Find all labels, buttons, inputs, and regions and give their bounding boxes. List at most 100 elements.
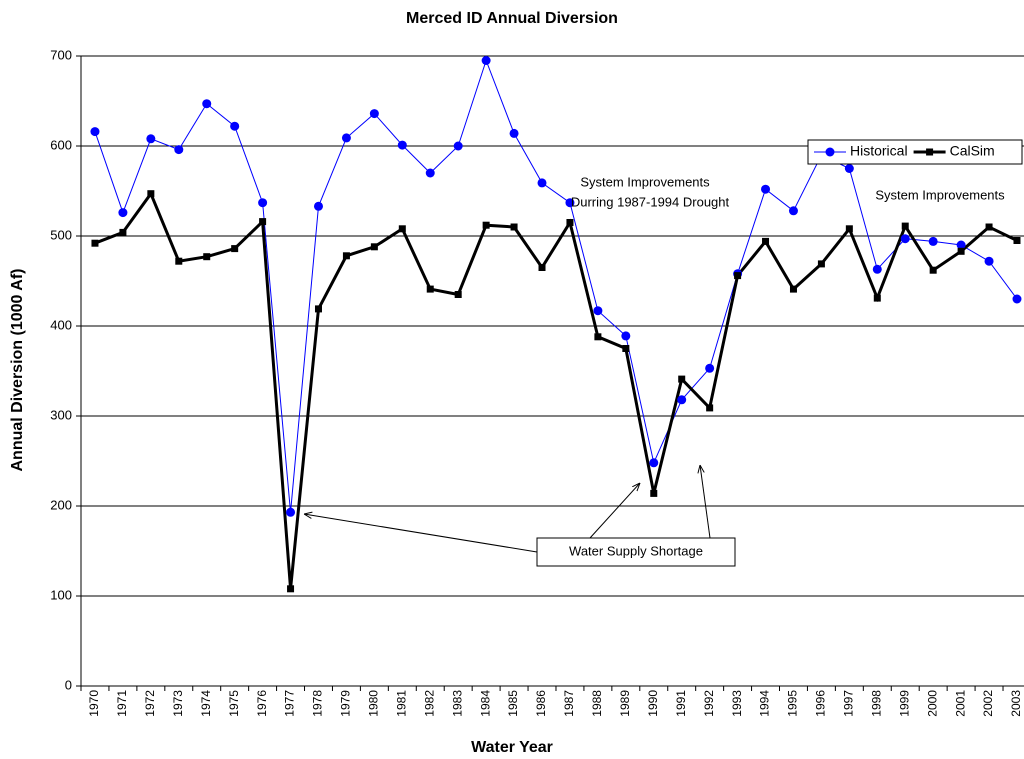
point [928,236,938,246]
point [872,264,882,274]
point [929,266,937,274]
point [649,458,659,468]
point [957,247,965,255]
x-tick-label: 1998 [869,690,883,717]
point [762,237,770,245]
point [901,222,909,230]
annotation: System Improvements [875,187,1005,202]
point [817,260,825,268]
x-tick-label: 1994 [758,690,772,717]
y-tick-label: 200 [50,497,72,512]
x-tick-label: 1989 [618,690,632,717]
x-tick-label: 1988 [590,690,604,717]
point [677,395,687,405]
x-axis-label: Water Year [471,739,553,756]
arrow [700,465,711,539]
legend-marker [825,147,835,157]
point [118,208,128,218]
point [621,331,631,341]
y-tick-label: 500 [50,227,72,242]
legend-label: Historical [850,143,908,159]
x-tick-label: 1991 [674,690,688,717]
x-tick-label: 1993 [730,690,744,717]
x-tick-label: 1983 [450,690,464,717]
point [314,305,322,313]
point [259,218,267,226]
x-tick-label: 1977 [283,690,297,717]
x-tick-label: 1981 [394,690,408,717]
point [397,140,407,150]
plot-area: 0 100 200 300 400 500 600 700 1970 1971 1972 1973 19… [50,47,1024,717]
x-tick-label: 1974 [199,690,213,717]
y-tick-label: 400 [50,317,72,332]
x-tick-label: 1995 [786,690,800,717]
series-line [94,190,1018,589]
point [230,121,240,131]
point [510,223,518,231]
x-tick-label: 1976 [255,690,269,717]
point [650,489,658,497]
arrow [589,483,640,539]
point [231,245,239,253]
point [481,56,491,65]
point [287,585,295,593]
point [426,285,434,293]
point [844,164,854,173]
annotation: Durring 1987-1994 Drought [571,194,730,209]
x-tick-label: 1996 [814,690,828,717]
point [119,228,127,236]
point [1013,237,1021,244]
x-tick-label: 1999 [897,690,911,717]
point [454,291,462,298]
point [342,252,350,260]
point [538,264,546,271]
point [146,134,156,144]
point [845,225,853,233]
x-tick-label: 1987 [562,690,576,717]
annotation-box [536,537,736,567]
point [482,221,490,229]
point [873,294,881,302]
point [313,201,323,211]
point [175,257,183,265]
y-tick-label: 600 [50,137,72,152]
point [174,145,184,155]
point [453,141,463,151]
y-axis-label: Annual Diversion (1000 Af) [9,268,26,471]
point [594,333,602,341]
x-tick-label: 1971 [115,690,129,717]
x-tick-label: 1973 [171,690,185,717]
point [258,198,268,208]
chart-title: Merced ID Annual Diversion [406,10,618,27]
legend-marker [926,148,934,156]
x-tick-label: 1985 [506,690,520,717]
point [678,375,686,383]
point [565,198,575,208]
point [425,168,435,178]
point [537,178,547,188]
x-tick-label: 1975 [227,690,241,717]
x-tick-label: 1986 [534,690,548,717]
point [789,285,797,293]
point [705,363,715,373]
point [370,243,378,251]
annotation: System Improvements [580,174,710,189]
x-tick-label: 2002 [981,690,995,717]
x-tick-label: 1984 [478,690,492,717]
point [788,206,798,216]
x-tick-label: 1992 [702,690,716,717]
x-tick-label: 1970 [87,690,101,717]
point [202,99,212,109]
point [734,272,742,280]
annotation: Water Supply Shortage [569,543,703,558]
point [985,223,993,231]
point [706,404,714,412]
point [147,190,155,198]
x-tick-label: 1979 [339,690,353,717]
x-tick-label: 1972 [143,690,157,717]
y-tick-label: 300 [50,407,72,422]
point [1012,294,1022,304]
point [622,345,630,352]
